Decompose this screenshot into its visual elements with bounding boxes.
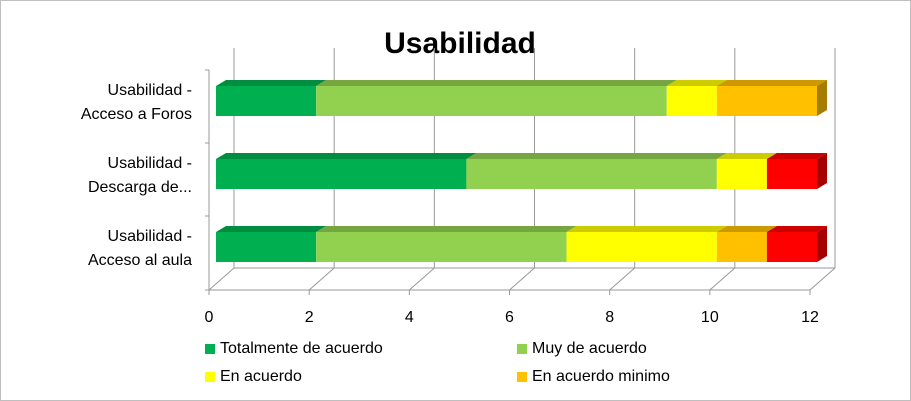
bar bbox=[466, 159, 717, 189]
bar-top bbox=[216, 226, 327, 232]
bar-top bbox=[216, 153, 477, 159]
bar bbox=[766, 232, 817, 262]
legend-label: En acuerdo minimo bbox=[532, 368, 670, 385]
bar-side bbox=[817, 80, 827, 116]
legend-swatch bbox=[517, 372, 527, 382]
grid-floor bbox=[409, 267, 435, 291]
legend-swatch bbox=[205, 372, 215, 382]
x-tick-label: 10 bbox=[701, 309, 719, 326]
bar-top bbox=[666, 80, 727, 86]
bar bbox=[716, 86, 817, 116]
bar bbox=[566, 232, 717, 262]
x-tick-label: 8 bbox=[605, 309, 614, 326]
bar-top bbox=[716, 226, 777, 232]
bar-top bbox=[316, 226, 577, 232]
grid-floor bbox=[809, 267, 836, 291]
grid-floor bbox=[609, 267, 635, 291]
grid-floor bbox=[208, 267, 235, 291]
bar-top bbox=[716, 153, 777, 159]
y-tick-label: Usabilidad - Acceso al aula bbox=[87, 228, 192, 269]
legend-label: Muy de acuerdo bbox=[532, 340, 647, 357]
bar-top bbox=[766, 153, 827, 159]
bar-top bbox=[216, 80, 327, 86]
bar-top bbox=[316, 80, 677, 86]
x-tick-label: 0 bbox=[205, 309, 214, 326]
bar bbox=[766, 159, 817, 189]
bar-side bbox=[817, 226, 827, 262]
bar bbox=[216, 232, 317, 262]
legend-swatch bbox=[205, 344, 215, 354]
bar bbox=[666, 86, 717, 116]
x-tick-label: 4 bbox=[405, 309, 414, 326]
bar bbox=[216, 86, 317, 116]
legend-swatch bbox=[517, 344, 527, 354]
x-tick-label: 6 bbox=[505, 309, 514, 326]
x-tick-label: 12 bbox=[801, 309, 819, 326]
grid-floor bbox=[709, 267, 736, 291]
bar bbox=[716, 159, 767, 189]
legend-label: En acuerdo bbox=[220, 368, 302, 385]
bar bbox=[316, 86, 667, 116]
y-tick-label: Usabilidad - Descarga de... bbox=[87, 155, 192, 196]
grid-floor bbox=[308, 267, 335, 291]
y-tick-label: Usabilidad - Acceso a Foros bbox=[80, 82, 192, 123]
bar-top bbox=[716, 80, 827, 86]
bar bbox=[716, 232, 767, 262]
chart-title: Usabilidad bbox=[384, 27, 536, 60]
legend-label: Totalmente de acuerdo bbox=[220, 340, 383, 357]
bar-top bbox=[566, 226, 727, 232]
bar bbox=[316, 232, 567, 262]
bar bbox=[216, 159, 467, 189]
x-tick-label: 2 bbox=[305, 309, 314, 326]
bar-side bbox=[817, 153, 827, 189]
bar-top bbox=[766, 226, 827, 232]
bar-top bbox=[466, 153, 727, 159]
grid-floor bbox=[509, 267, 535, 291]
